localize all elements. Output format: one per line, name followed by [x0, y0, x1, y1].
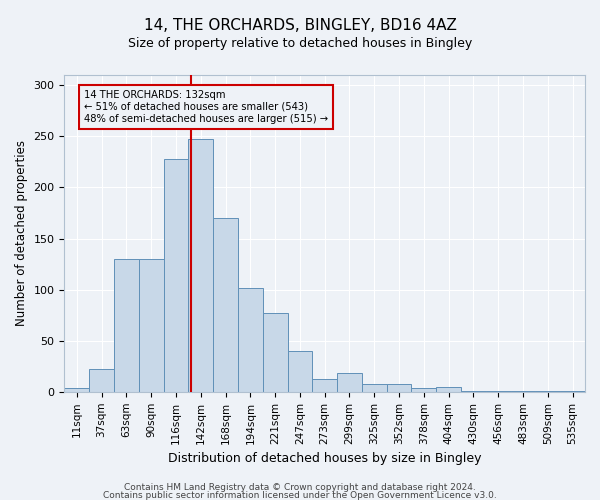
Bar	[64, 388, 89, 392]
Bar	[287, 351, 313, 392]
Bar	[412, 388, 436, 392]
Bar	[362, 384, 386, 392]
Bar	[560, 391, 585, 392]
Bar	[337, 374, 362, 392]
Text: 14 THE ORCHARDS: 132sqm
← 51% of detached houses are smaller (543)
48% of semi-d: 14 THE ORCHARDS: 132sqm ← 51% of detache…	[84, 90, 328, 124]
Bar	[114, 259, 139, 392]
Bar	[238, 288, 263, 392]
Bar	[436, 386, 461, 392]
Y-axis label: Number of detached properties: Number of detached properties	[15, 140, 28, 326]
Bar	[213, 218, 238, 392]
Text: Contains public sector information licensed under the Open Government Licence v3: Contains public sector information licen…	[103, 492, 497, 500]
Bar	[313, 378, 337, 392]
Bar	[139, 259, 164, 392]
Bar	[188, 140, 213, 392]
Text: Size of property relative to detached houses in Bingley: Size of property relative to detached ho…	[128, 38, 472, 51]
Bar	[486, 391, 511, 392]
Bar	[535, 391, 560, 392]
Text: 14, THE ORCHARDS, BINGLEY, BD16 4AZ: 14, THE ORCHARDS, BINGLEY, BD16 4AZ	[143, 18, 457, 32]
Bar	[263, 313, 287, 392]
Text: Contains HM Land Registry data © Crown copyright and database right 2024.: Contains HM Land Registry data © Crown c…	[124, 483, 476, 492]
Bar	[386, 384, 412, 392]
Bar	[511, 391, 535, 392]
Bar	[461, 391, 486, 392]
Bar	[164, 159, 188, 392]
Bar	[89, 370, 114, 392]
X-axis label: Distribution of detached houses by size in Bingley: Distribution of detached houses by size …	[168, 452, 481, 465]
